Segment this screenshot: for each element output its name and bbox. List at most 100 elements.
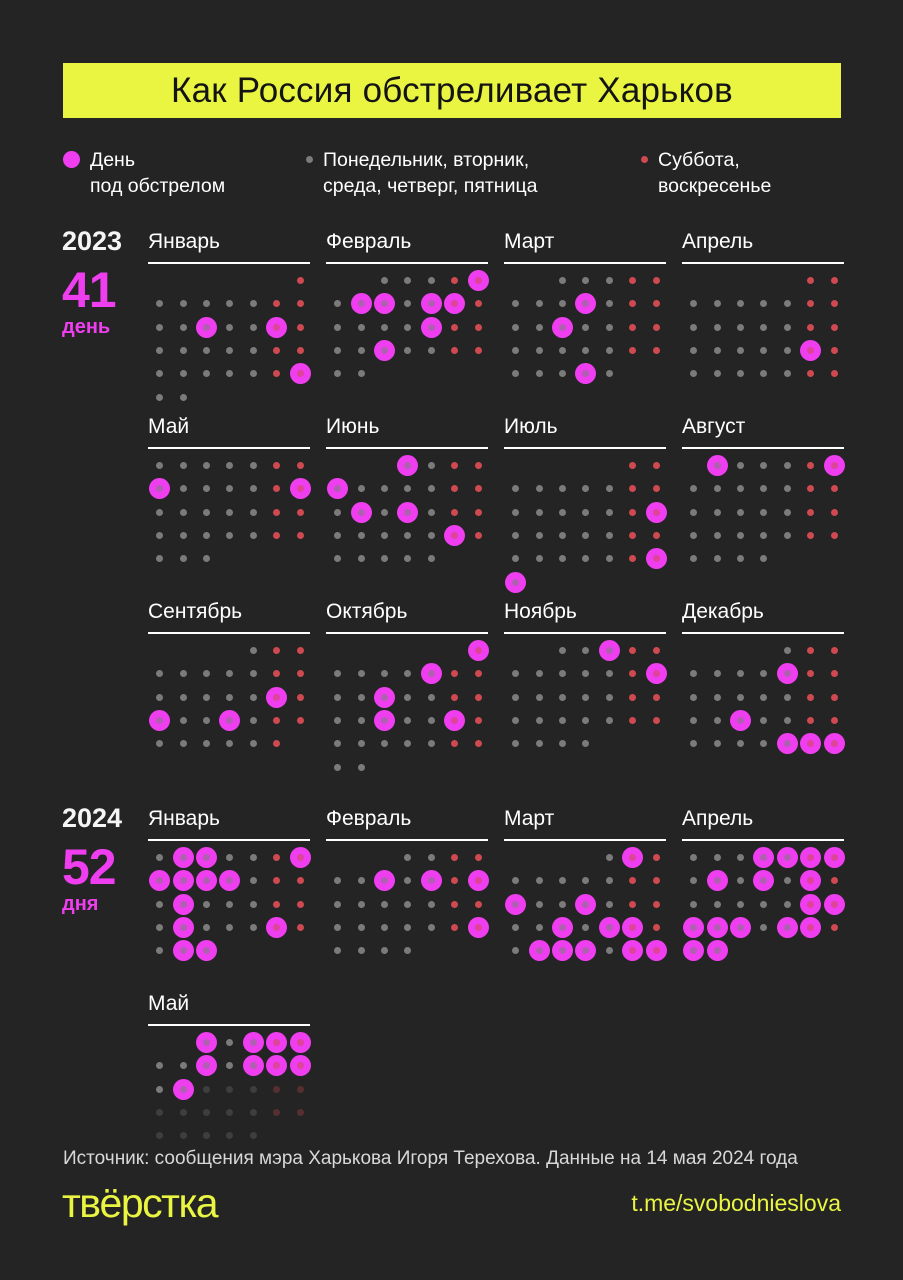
shelled-day-dot (265, 916, 288, 939)
weekday-day-dot (420, 547, 443, 570)
weekday-day-dot (373, 524, 396, 547)
shelled-day-dot (799, 893, 822, 916)
weekday-day-dot (752, 316, 775, 339)
weekend-day-dot (288, 524, 311, 547)
weekday-day-dot (729, 477, 752, 500)
month-name: Май (148, 415, 310, 449)
shelled-day-dot (822, 846, 845, 869)
weekday-day-dot (504, 662, 527, 685)
empty-cell (729, 639, 752, 662)
weekday-day-dot (527, 709, 550, 732)
shelled-days-total: 52 (62, 839, 117, 895)
weekend-day-dot (443, 501, 466, 524)
weekend-day-dot (621, 639, 644, 662)
empty-cell (326, 846, 349, 869)
weekday-day-dot (373, 662, 396, 685)
weekend-day-dot (621, 893, 644, 916)
weekday-day-dot (148, 385, 171, 408)
weekday-day-dot (752, 501, 775, 524)
weekday-day-dot (776, 893, 799, 916)
weekday-day-dot (598, 501, 621, 524)
weekend-day-dot (265, 477, 288, 500)
weekday-day-dot (195, 732, 218, 755)
weekend-day-dot (799, 269, 822, 292)
shelled-day-dot (574, 893, 597, 916)
month-calendar: Декабрь (682, 598, 860, 776)
weekend-day-dot (466, 501, 489, 524)
weekday-day-dot (242, 869, 265, 892)
month-name: Май (148, 992, 310, 1026)
weekday-day-dot (171, 709, 194, 732)
weekend-day-dot (443, 316, 466, 339)
shelled-day-dot (799, 869, 822, 892)
weekday-day-dot (705, 732, 728, 755)
shelled-day-dot (644, 939, 667, 962)
shelled-day-dot (705, 939, 728, 962)
weekend-day-dot (288, 501, 311, 524)
weekday-day-dot (396, 547, 419, 570)
weekday-day-dot (242, 639, 265, 662)
weekday-day-dot (752, 454, 775, 477)
month-name: Июль (504, 415, 666, 449)
weekday-day-dot (171, 454, 194, 477)
weekday-day-dot (195, 547, 218, 570)
weekday-day-dot (574, 639, 597, 662)
shelled-day-dot (466, 916, 489, 939)
weekday-day-dot (598, 547, 621, 570)
month-name: Ноябрь (504, 600, 666, 634)
weekend-day-dot (466, 524, 489, 547)
weekday-day-dot (396, 662, 419, 685)
weekday-day-dot (218, 501, 241, 524)
weekday-day-dot (504, 939, 527, 962)
weekday-day-dot (373, 732, 396, 755)
empty-cell (504, 454, 527, 477)
empty-cell (373, 639, 396, 662)
month-calendar: Июль (504, 413, 682, 593)
weekday-day-dot (396, 846, 419, 869)
weekday-day-dot (396, 339, 419, 362)
weekday-day-dot (776, 524, 799, 547)
shelled-day-dot (396, 454, 419, 477)
weekday-day-dot (195, 916, 218, 939)
weekday-day-dot (682, 339, 705, 362)
weekday-day-dot (373, 269, 396, 292)
weekday-day-dot (326, 709, 349, 732)
month-calendar: Апрель (682, 805, 860, 983)
weekday-day-dot (504, 686, 527, 709)
weekend-day-dot (822, 686, 845, 709)
weekday-day-dot (574, 916, 597, 939)
weekday-day-dot (574, 316, 597, 339)
weekday-day-dot (752, 916, 775, 939)
shelled-day-dot (776, 846, 799, 869)
shelled-days-total: 41 (62, 262, 117, 318)
weekday-day-dot (420, 269, 443, 292)
weekend-day-dot (466, 477, 489, 500)
weekday-day-dot (527, 662, 550, 685)
weekend-day-dot (822, 916, 845, 939)
weekend-day-dot (644, 686, 667, 709)
weekday-day-dot (705, 524, 728, 547)
weekday-day-dot (171, 316, 194, 339)
weekday-day-dot (551, 339, 574, 362)
month-name: Февраль (326, 807, 488, 841)
shelled-day-dot (242, 1031, 265, 1054)
weekend-day-dot (466, 686, 489, 709)
weekday-day-dot (729, 547, 752, 570)
empty-cell (527, 846, 550, 869)
weekday-day-dot (598, 939, 621, 962)
telegram-link[interactable]: t.me/svobodnieslova (631, 1190, 841, 1216)
weekend-day-dot (822, 524, 845, 547)
month-dot-grid (682, 846, 860, 962)
weekday-day-dot (527, 547, 550, 570)
weekday-day-dot (373, 939, 396, 962)
weekday-day-dot (752, 662, 775, 685)
weekend-day-dot (644, 454, 667, 477)
weekday-day-dot (598, 292, 621, 315)
weekday-day-dot (420, 893, 443, 916)
page-title-text: Как Россия обстреливает Харьков (171, 70, 733, 110)
weekend-day-dot (822, 477, 845, 500)
shelled-days-unit: дня (62, 893, 99, 915)
shelled-day-dot (218, 869, 241, 892)
weekday-day-dot (682, 732, 705, 755)
weekday-day-dot (527, 501, 550, 524)
